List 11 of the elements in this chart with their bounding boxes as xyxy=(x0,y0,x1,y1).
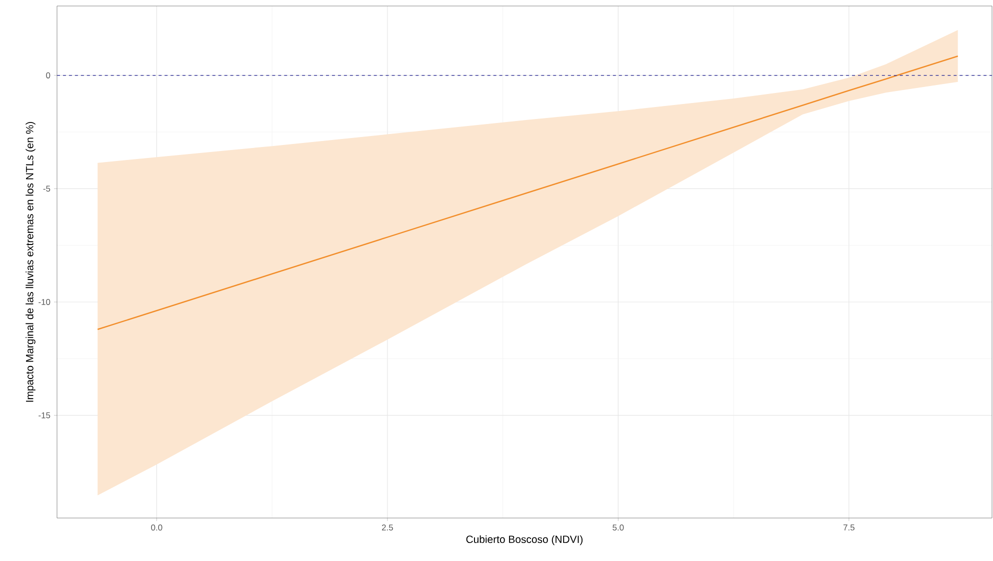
x-tick-label: 0.0 xyxy=(151,524,162,531)
y-tick-label: -15 xyxy=(38,412,50,418)
y-tick-label: 0 xyxy=(46,72,50,78)
line-series xyxy=(96,55,958,330)
y-tick-label: -5 xyxy=(43,186,50,192)
x-axis-title: Cubierto Boscoso (NDVI) xyxy=(466,535,583,546)
y-tick-label: -10 xyxy=(38,299,50,305)
y-axis-title: Impacto Marginal de las lluvias extremas en los NTLs (en %) xyxy=(26,122,36,402)
x-tick-label: 5.0 xyxy=(612,524,624,531)
x-tick-label: 2.5 xyxy=(382,524,393,531)
x-tick-label: 7.5 xyxy=(843,524,854,530)
